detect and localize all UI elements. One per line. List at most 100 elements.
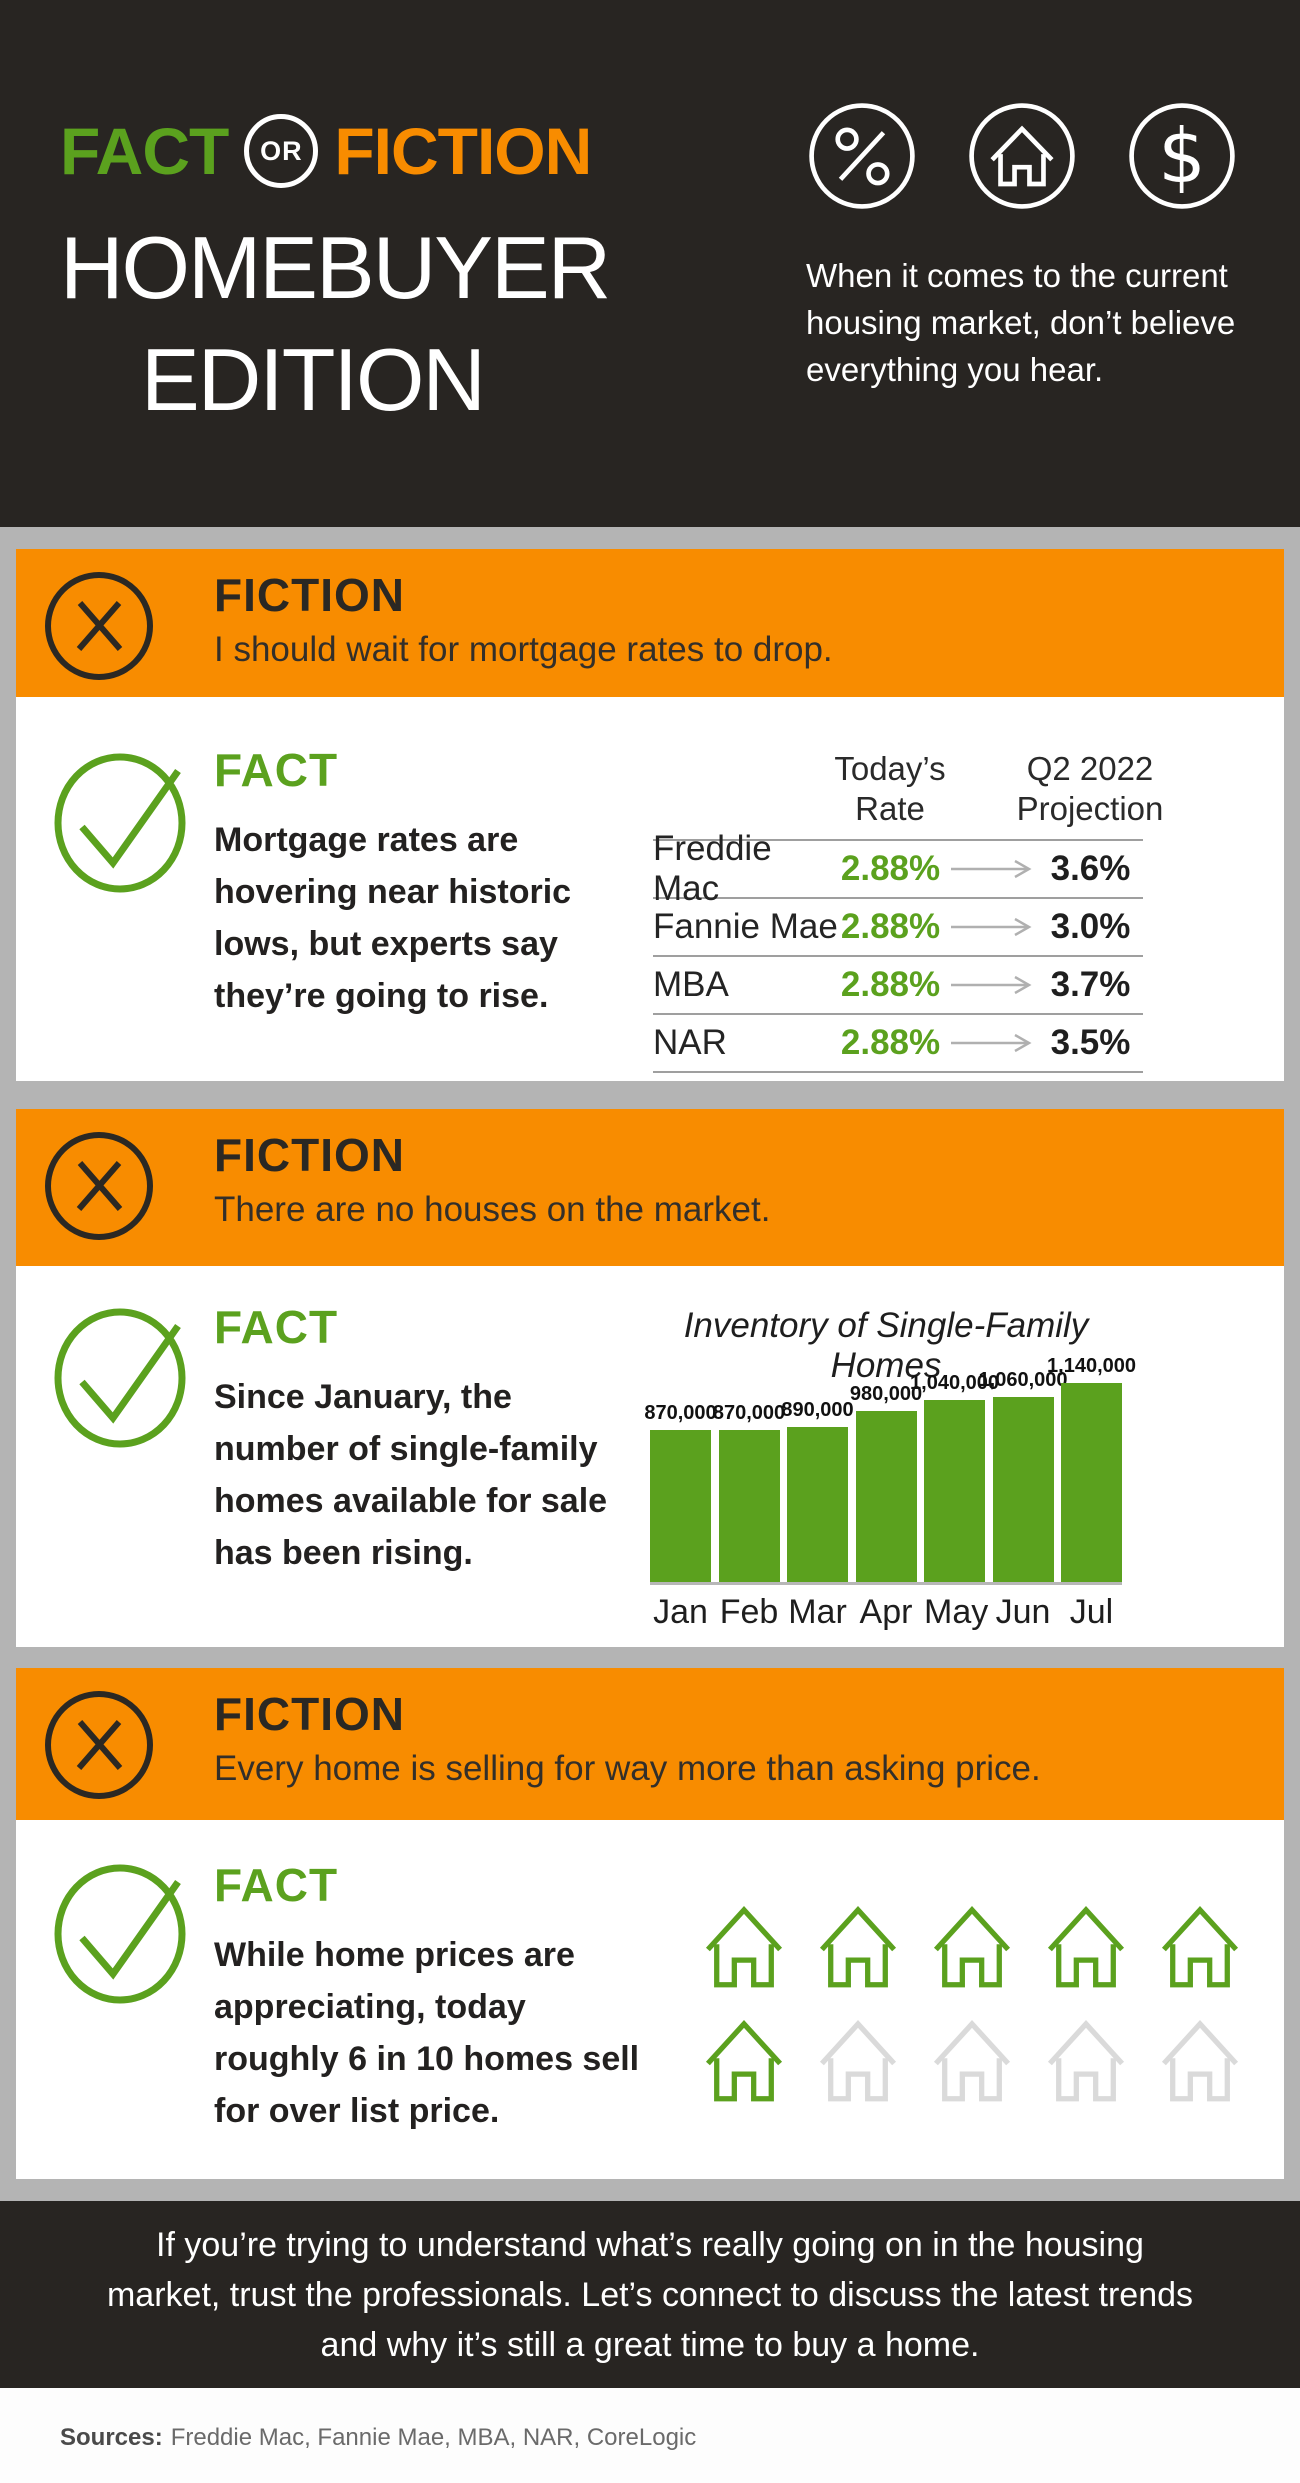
arrow-right-icon [943, 915, 1038, 939]
chart-x-axis: Jan Feb Mar Apr May Jun Jul [650, 1593, 1122, 1632]
header-right: $ When it comes to the current housing m… [806, 100, 1238, 393]
or-badge-label: OR [260, 135, 303, 166]
table-row: NAR 2.88% 3.5% [653, 1013, 1143, 1073]
page-title-line1: HOMEBUYER [60, 218, 611, 317]
x-circle-icon [42, 569, 156, 683]
house-icon [1156, 2016, 1244, 2104]
bar-value: 890,000 [781, 1399, 854, 1421]
bar [924, 1400, 985, 1582]
bar [992, 1397, 1054, 1582]
table-row: MBA 2.88% 3.7% [653, 955, 1143, 1013]
house-icon [1042, 2016, 1130, 2104]
fact-panel-2: FACT Since January, the number of single… [16, 1266, 1284, 1647]
row-today-rate: 2.88% [840, 849, 941, 888]
fact-heading: FACT [214, 1301, 339, 1353]
house-icon [814, 1902, 902, 1990]
arrow-right-icon [943, 973, 1038, 997]
check-circle-icon [50, 1294, 202, 1454]
fiction-heading: FICTION [214, 569, 405, 621]
fiction-heading: FICTION [214, 1688, 405, 1740]
row-today-rate: 2.88% [840, 1023, 941, 1062]
fact-panel-1: FACT Mortgage rates are hovering near hi… [16, 697, 1284, 1081]
row-projection: 3.0% [1050, 907, 1131, 946]
arrow-right-icon [943, 857, 1038, 881]
month-label: Jun [995, 1593, 1051, 1631]
bar [650, 1430, 711, 1582]
house-icon [1156, 1902, 1244, 1990]
bar-value: 980,000 [849, 1383, 923, 1405]
month-label: Feb [719, 1593, 779, 1631]
header-tagline: When it comes to the current housing mar… [806, 257, 1236, 388]
fiction-statement: I should wait for mortgage rates to drop… [214, 629, 833, 669]
fiction-statement: Every home is selling for way more than … [214, 1748, 1041, 1788]
bar [1061, 1383, 1122, 1582]
fact-statement: Mortgage rates are hovering near histori… [214, 820, 572, 1015]
bar-value: 870,000 [644, 1402, 717, 1424]
table-row: Freddie Mac 2.88% 3.6% [653, 829, 1143, 908]
or-badge: OR [244, 114, 319, 188]
header-icons: $ [806, 100, 1238, 212]
fiction-statement: There are no houses on the market. [214, 1189, 771, 1229]
house-icon [814, 2016, 902, 2104]
month-label: Jan [653, 1593, 708, 1631]
bar-column: 980,000 [850, 1383, 922, 1582]
fact-panel-3: FACT While home prices are appreciating,… [16, 1820, 1284, 2179]
fiction-heading: FICTION [214, 1129, 405, 1181]
house-icon [928, 1902, 1016, 1990]
brand-title: FACT OR FICTION [60, 112, 592, 190]
sources-list: Freddie Mac, Fannie Mae, MBA, NAR, CoreL… [170, 2424, 697, 2451]
chart-bars: 870,000 870,000 890,000 980,000 1,040,00… [644, 1355, 1136, 1585]
fact-block-2: FACT Since January, the number of single… [214, 1302, 634, 1579]
month-label: Apr [859, 1593, 913, 1631]
row-projection: 3.5% [1050, 1023, 1131, 1062]
dollar-icon: $ [1126, 100, 1238, 212]
row-today-rate: 2.88% [840, 965, 941, 1004]
arrow-right-icon [943, 1031, 1038, 1055]
bar-value: 1,040,000 [910, 1372, 999, 1394]
fiction-block-2: FICTION There are no houses on the marke… [214, 1129, 770, 1230]
x-circle-icon [42, 1129, 156, 1243]
check-circle-icon [50, 1850, 202, 2010]
inventory-chart: Inventory of Single-Family Homes 870,000… [644, 1306, 1136, 1632]
fiction-band-2: FICTION There are no houses on the marke… [16, 1109, 1284, 1266]
bar-column: 870,000 [713, 1402, 785, 1582]
sources-line: Sources: Freddie Mac, Fannie Mae, MBA, NA… [60, 2424, 696, 2452]
month-label: Jul [1069, 1593, 1114, 1631]
homes-grid [700, 1902, 1244, 2104]
table-header-today: Today’s Rate [834, 750, 946, 827]
row-today-rate: 2.88% [840, 907, 941, 946]
footer-band: If you’re trying to understand what’s re… [0, 2201, 1300, 2388]
fact-statement: While home prices are appreciating, toda… [214, 1935, 640, 2130]
house-icon [700, 1902, 788, 1990]
percent-icon [806, 100, 918, 212]
dollar-glyph: $ [1158, 113, 1206, 200]
bar-column: 1,040,000 [910, 1372, 999, 1582]
fact-block-3: FACT While home prices are appreciating,… [214, 1860, 644, 2137]
bar [718, 1430, 780, 1582]
row-projection: 3.7% [1050, 965, 1131, 1004]
table-row: Fannie Mae 2.88% 3.0% [653, 897, 1143, 955]
page-title: HOMEBUYER EDITION [60, 212, 611, 436]
month-label: May [924, 1593, 989, 1631]
bar-value: 1,140,000 [1047, 1355, 1136, 1377]
header: FACT OR FICTION HOMEBUYER EDITION [0, 0, 1300, 527]
sources-label: Sources: [60, 2424, 163, 2451]
fact-statement: Since January, the number of single-fami… [214, 1377, 608, 1572]
page-title-line2: EDITION [141, 330, 486, 429]
fact-heading: FACT [214, 744, 339, 796]
bar [787, 1427, 848, 1582]
bar-value: 1,060,000 [978, 1369, 1068, 1391]
house-icon [700, 2016, 788, 2104]
x-circle-icon [42, 1688, 156, 1802]
fiction-band-3: FICTION Every home is selling for way mo… [16, 1668, 1284, 1820]
bar-column: 870,000 [644, 1402, 717, 1582]
rate-table-header: Today’s Rate Q2 2022 Projection [653, 745, 1163, 839]
bar-value: 870,000 [712, 1402, 786, 1424]
fact-block-1: FACT Mortgage rates are hovering near hi… [214, 745, 654, 1022]
check-circle-icon [50, 739, 202, 899]
fiction-block-1: FICTION I should wait for mortgage rates… [214, 569, 833, 670]
fact-heading: FACT [214, 1859, 339, 1911]
house-icon [1042, 1902, 1130, 1990]
footer-message: If you’re trying to understand what’s re… [106, 2225, 1194, 2364]
